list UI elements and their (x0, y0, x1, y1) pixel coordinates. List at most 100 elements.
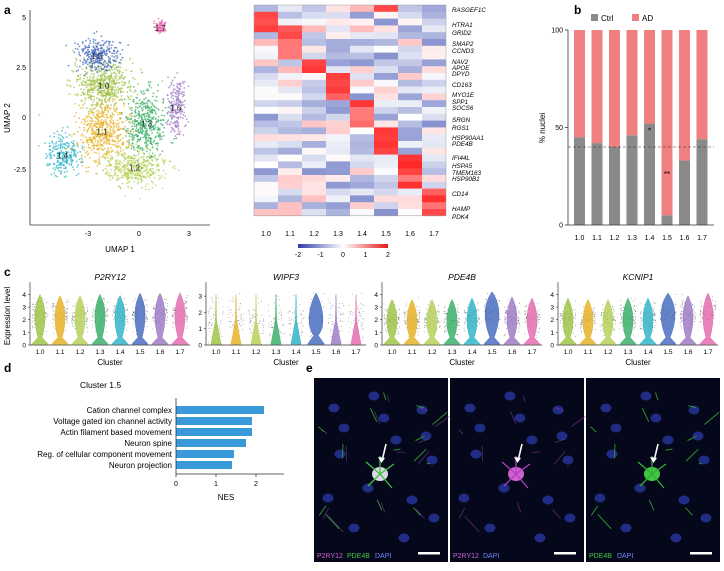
umap-point (116, 47, 118, 49)
violin-point (357, 306, 358, 307)
violin-point (466, 317, 467, 318)
violin-point (384, 309, 385, 310)
umap-point (137, 83, 139, 85)
violin-point (87, 307, 88, 308)
violin-point (228, 314, 229, 315)
umap-point (108, 48, 110, 50)
umap-point (82, 148, 84, 150)
violin-point (437, 311, 438, 312)
heatmap-gene-label: CD14 (452, 191, 469, 198)
violin-point (438, 305, 439, 306)
umap-point (163, 170, 165, 172)
heatmap-cell (278, 209, 302, 216)
violin-point (419, 312, 420, 313)
umap-point (60, 163, 62, 165)
umap-point (91, 123, 93, 125)
umap-point (83, 129, 85, 131)
umap-point (172, 117, 174, 119)
heatmap-cell (422, 25, 446, 32)
violin-point (230, 312, 231, 313)
umap-point (154, 177, 156, 179)
umap-point (180, 116, 182, 118)
umap-point (115, 108, 117, 110)
umap-point (147, 106, 149, 108)
umap-cluster-label: 1.2 (129, 163, 141, 172)
violin-point (147, 311, 148, 312)
umap-point (112, 123, 114, 125)
umap-point (145, 105, 147, 107)
violin-point (105, 315, 106, 316)
violin-point (92, 312, 93, 313)
umap-point (98, 158, 100, 160)
violin-point (104, 299, 105, 300)
umap-point (66, 145, 68, 147)
umap-point (156, 160, 158, 162)
violin-point (92, 317, 93, 318)
heatmap-cell (326, 107, 350, 114)
umap-point (76, 166, 78, 168)
violin-point (209, 323, 210, 324)
violin-point (399, 309, 400, 310)
umap-point (130, 118, 132, 120)
umap-point (129, 107, 131, 109)
umap-point (136, 147, 138, 149)
violin-point (257, 315, 258, 316)
violin-point (127, 309, 128, 310)
violin-point (298, 323, 299, 324)
umap-point (144, 116, 146, 118)
umap-point (156, 164, 158, 166)
umap-point (103, 72, 105, 74)
violin-point (457, 315, 458, 316)
umap-point (118, 89, 120, 91)
umap-point (157, 145, 159, 147)
violin-point (174, 308, 175, 309)
umap-point (172, 167, 174, 169)
umap-point (182, 134, 184, 136)
umap-point (134, 110, 136, 112)
umap-point (51, 174, 53, 176)
heatmap-cell (326, 168, 350, 175)
violin-point (459, 325, 460, 326)
umap-point (109, 128, 111, 130)
umap-point (127, 174, 129, 176)
violin-point (126, 319, 127, 320)
umap-point (94, 99, 96, 101)
umap-point (89, 42, 91, 44)
violin-point (333, 323, 334, 324)
violin-point (271, 321, 272, 322)
violin-point (348, 321, 349, 322)
umap-point (118, 127, 120, 129)
umap-point (71, 141, 73, 143)
umap-point (76, 66, 78, 68)
violin-point (280, 309, 281, 310)
heatmap-cell (302, 182, 326, 189)
umap-point (139, 99, 141, 101)
umap-point (115, 175, 117, 177)
umap-point (131, 139, 133, 141)
umap-point (162, 98, 164, 100)
heatmap-cell (374, 127, 398, 134)
violin-point (53, 315, 54, 316)
violin-point (358, 312, 359, 313)
umap-point (112, 59, 114, 61)
umap-point (105, 100, 107, 102)
umap-point (114, 132, 116, 134)
violin-point (73, 326, 74, 327)
umap-point (85, 99, 87, 101)
violin-point (339, 307, 340, 308)
violin-shape (308, 293, 325, 344)
umap-point (69, 155, 71, 157)
umap-point (126, 131, 128, 133)
umap-point (135, 112, 137, 114)
umap-point (91, 130, 93, 132)
violin-point (281, 312, 282, 313)
umap-point (52, 151, 54, 153)
umap-point (172, 80, 174, 82)
heatmap-cell (422, 121, 446, 128)
umap-point (152, 118, 154, 120)
umap-point (156, 100, 158, 102)
umap-point (83, 75, 85, 77)
umap-point (65, 45, 67, 47)
umap-point (87, 47, 89, 49)
violin-point (268, 305, 269, 306)
